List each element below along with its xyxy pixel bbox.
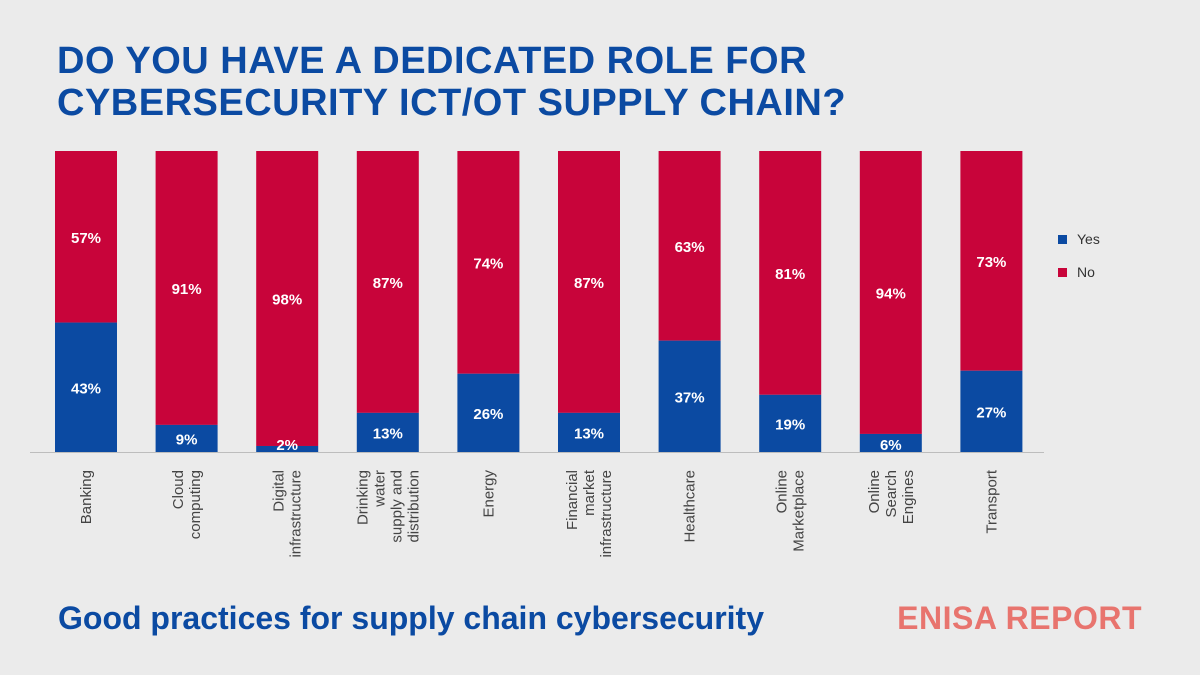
data-label-yes-6: 37% <box>675 389 705 406</box>
bar-yes-2 <box>256 445 319 452</box>
bar-yes-7 <box>759 394 822 452</box>
bar-yes-0 <box>55 322 117 452</box>
data-label-no-9: 73% <box>976 254 1006 271</box>
data-label-no-1: 91% <box>172 281 202 298</box>
category-label-8: OnlineSearchEngines <box>866 470 917 524</box>
bar-no-9 <box>960 151 1023 371</box>
legend-label-no: No <box>1077 264 1095 280</box>
legend-label-yes: Yes <box>1077 231 1100 247</box>
data-label-yes-3: 13% <box>373 425 403 442</box>
legend: Yes No <box>1058 230 1100 296</box>
data-label-no-2: 98% <box>272 291 302 308</box>
category-label-6: Healthcare <box>682 470 699 543</box>
bar-yes-8 <box>859 433 922 452</box>
report-brand: ENISA REPORT <box>897 600 1142 636</box>
bar-yes-3 <box>356 412 419 452</box>
data-label-no-5: 87% <box>574 275 604 292</box>
category-label-4: Energy <box>480 470 497 518</box>
bar-yes-6 <box>658 340 721 452</box>
bar-no-1 <box>155 151 218 425</box>
bar-no-8 <box>859 151 922 434</box>
legend-item-no: No <box>1058 263 1100 281</box>
category-label-0: Banking <box>78 470 95 524</box>
bar-yes-9 <box>960 370 1023 452</box>
bar-yes-5 <box>558 412 620 452</box>
data-label-no-4: 74% <box>473 255 503 272</box>
bar-no-7 <box>759 151 822 395</box>
data-label-yes-1: 9% <box>176 431 198 448</box>
legend-item-yes: Yes <box>1058 230 1100 248</box>
legend-swatch-no <box>1058 267 1067 277</box>
bar-no-4 <box>457 151 520 374</box>
data-label-yes-4: 26% <box>473 406 503 423</box>
data-label-yes-7: 19% <box>775 416 805 433</box>
bar-no-5 <box>558 151 620 413</box>
data-label-yes-0: 43% <box>71 380 101 397</box>
report-subtitle: Good practices for supply chain cybersec… <box>58 600 764 636</box>
data-label-no-8: 94% <box>876 285 906 302</box>
category-label-7: OnlineMarketplace <box>774 470 808 552</box>
chart-title-line-1: DO YOU HAVE A DEDICATED ROLE FOR <box>57 40 808 82</box>
bar-no-6 <box>658 151 721 341</box>
category-label-9: Transport <box>983 469 1000 533</box>
category-label-1: Cloudcomputing <box>170 470 204 539</box>
category-label-3: Drinkingwatersupply anddistribution <box>354 470 422 543</box>
legend-swatch-yes <box>1058 234 1067 244</box>
bar-yes-4 <box>457 373 520 452</box>
data-label-yes-2: 2% <box>276 437 298 454</box>
bar-no-2 <box>256 151 319 446</box>
data-label-yes-8: 6% <box>880 437 902 454</box>
category-label-2: Digitalinfrastructure <box>271 470 305 558</box>
bar-no-0 <box>55 151 117 323</box>
data-label-no-7: 81% <box>775 266 805 283</box>
category-label-5: Financialmarketinfrastructure <box>564 469 615 557</box>
data-label-no-3: 87% <box>373 275 403 292</box>
data-label-no-0: 57% <box>71 230 101 247</box>
data-label-yes-9: 27% <box>976 404 1006 421</box>
data-label-no-6: 63% <box>675 239 705 256</box>
chart-title-line-2: CYBERSECURITY ICT/OT SUPPLY CHAIN? <box>57 82 847 124</box>
bar-yes-1 <box>155 424 218 452</box>
chart-title: DO YOU HAVE A DEDICATED ROLE FOR CYBERSE… <box>57 40 1157 124</box>
bar-no-3 <box>356 151 419 413</box>
data-label-yes-5: 13% <box>574 425 604 442</box>
